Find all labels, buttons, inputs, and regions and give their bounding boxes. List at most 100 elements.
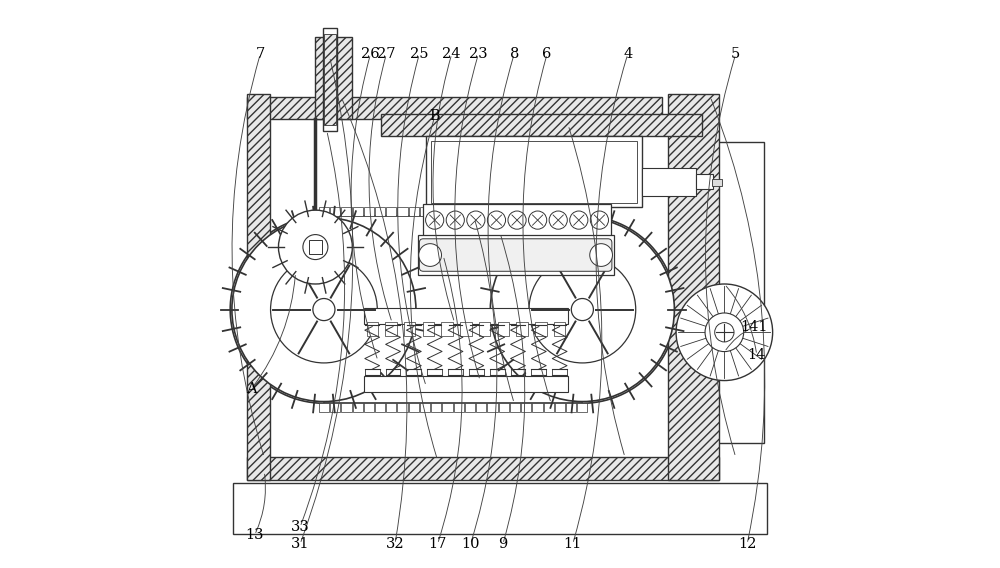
Bar	[521, 403, 531, 412]
Circle shape	[590, 244, 612, 266]
Circle shape	[571, 299, 593, 320]
Circle shape	[490, 218, 674, 402]
Circle shape	[508, 211, 526, 229]
Circle shape	[487, 211, 506, 229]
Bar	[577, 403, 587, 412]
Bar	[566, 207, 576, 216]
Bar	[555, 207, 565, 216]
Bar	[535, 322, 547, 336]
Bar	[498, 322, 509, 336]
Text: 31: 31	[291, 537, 309, 551]
Text: 24: 24	[442, 47, 461, 61]
Text: 10: 10	[461, 537, 480, 551]
Text: 5: 5	[731, 47, 740, 61]
Bar	[521, 207, 531, 216]
Bar	[544, 207, 554, 216]
Text: 23: 23	[469, 47, 488, 61]
Bar	[247, 94, 270, 480]
Bar	[642, 168, 696, 196]
Bar	[364, 376, 568, 392]
Text: 26: 26	[361, 47, 380, 61]
Bar	[555, 403, 565, 412]
Bar	[479, 322, 490, 336]
Bar	[324, 34, 336, 125]
Bar	[409, 207, 419, 216]
Bar	[364, 207, 374, 216]
Bar	[420, 403, 430, 412]
Bar	[460, 322, 472, 336]
Bar	[423, 204, 611, 236]
Bar	[442, 403, 453, 412]
Text: 8: 8	[510, 47, 519, 61]
Bar	[233, 483, 767, 534]
Text: 7: 7	[256, 47, 265, 61]
Text: 25: 25	[410, 47, 429, 61]
Circle shape	[705, 313, 744, 352]
Text: 6: 6	[542, 47, 552, 61]
Bar	[431, 207, 441, 216]
Bar	[386, 403, 396, 412]
Circle shape	[549, 211, 567, 229]
Bar	[426, 136, 642, 207]
Bar	[442, 207, 453, 216]
Text: 14: 14	[748, 348, 766, 362]
Bar	[487, 403, 498, 412]
Bar	[375, 207, 385, 216]
Bar	[696, 174, 713, 189]
Bar	[397, 403, 408, 412]
Bar	[367, 322, 378, 336]
Circle shape	[590, 211, 608, 229]
Bar	[319, 403, 329, 412]
Circle shape	[303, 235, 328, 260]
Circle shape	[529, 211, 547, 229]
Bar	[712, 179, 722, 186]
Bar	[381, 114, 702, 136]
Bar	[364, 308, 568, 324]
Bar	[385, 322, 397, 336]
Circle shape	[232, 218, 416, 402]
Bar	[341, 403, 352, 412]
Text: 33: 33	[291, 520, 309, 534]
Bar	[499, 403, 509, 412]
Circle shape	[570, 211, 588, 229]
Circle shape	[467, 211, 485, 229]
Bar	[353, 207, 363, 216]
Bar	[487, 207, 498, 216]
Bar	[532, 403, 543, 412]
Bar	[353, 403, 363, 412]
Bar	[577, 207, 587, 216]
Text: 9: 9	[498, 537, 507, 551]
Bar	[397, 207, 408, 216]
Circle shape	[529, 256, 636, 363]
Circle shape	[419, 244, 441, 266]
Circle shape	[676, 284, 773, 381]
Bar	[309, 240, 322, 254]
Bar	[420, 207, 430, 216]
Bar	[510, 207, 520, 216]
Bar	[476, 207, 486, 216]
Text: 32: 32	[386, 537, 404, 551]
Text: 12: 12	[738, 537, 756, 551]
Text: 11: 11	[564, 537, 582, 551]
Bar	[315, 37, 352, 119]
Bar	[510, 403, 520, 412]
Bar	[364, 403, 374, 412]
Bar	[544, 403, 554, 412]
Text: 13: 13	[245, 528, 264, 542]
Circle shape	[715, 323, 734, 342]
Bar	[409, 403, 419, 412]
Bar	[668, 94, 719, 480]
Text: 4: 4	[623, 47, 632, 61]
Text: 17: 17	[428, 537, 447, 551]
Text: 27: 27	[377, 47, 396, 61]
Bar	[323, 28, 337, 131]
Bar	[375, 403, 385, 412]
Bar	[330, 403, 340, 412]
Circle shape	[278, 210, 352, 284]
Bar	[330, 207, 340, 216]
Bar	[516, 322, 528, 336]
Bar	[465, 403, 475, 412]
Bar	[319, 207, 329, 216]
Bar	[247, 457, 719, 480]
Bar	[454, 403, 464, 412]
